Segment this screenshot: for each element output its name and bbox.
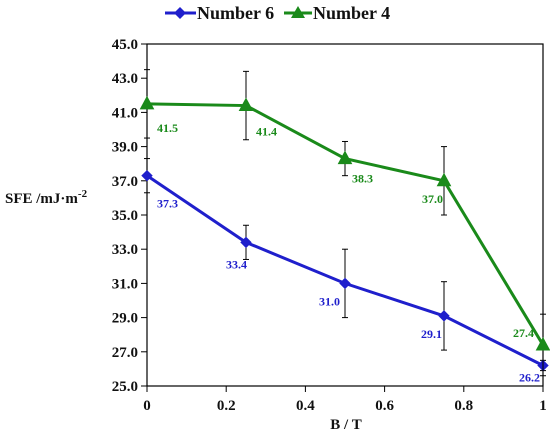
x-tick-label: 0 [143,398,151,414]
y-tick-label: 33.0 [112,242,138,258]
y-tick-label: 45.0 [112,37,138,53]
x-tick-label: 0.6 [375,398,394,414]
data-label: 27.4 [513,326,534,340]
legend-marker-number-6 [174,7,186,19]
y-axis-title: SFE /mJ·m-2 [5,188,88,207]
data-point-marker [438,310,450,322]
data-label: 26.2 [519,370,540,384]
data-point-marker [337,150,353,165]
data-point-marker [339,277,351,290]
data-point-marker [535,336,550,351]
data-label: 29.1 [421,327,442,341]
y-tick-label: 25.0 [112,379,138,395]
data-label: 38.3 [352,172,373,186]
y-tick-label: 43.0 [112,71,138,87]
x-tick-label: 0.8 [454,398,473,414]
legend-label-number-6: Number 6 [197,3,274,23]
y-tick-label: 41.0 [112,105,138,121]
data-point-marker [240,236,252,249]
x-tick-label: 0.2 [217,398,236,414]
x-tick-label: 1 [539,398,547,414]
y-tick-label: 29.0 [112,311,138,327]
data-label: 41.5 [157,121,178,135]
data-point-marker [141,169,153,182]
data-point-marker [238,97,254,112]
legend-label-number-4: Number 4 [313,3,390,23]
data-label: 41.4 [256,125,277,139]
x-tick-label: 0.4 [296,398,315,414]
y-tick-label: 31.0 [112,276,138,292]
data-point-marker [436,172,452,187]
data-label: 37.0 [422,192,443,206]
data-point-marker [139,95,155,110]
axis-titles: SFE /mJ·m-2 B / T [5,188,362,433]
legend-marker-number-4 [291,6,305,18]
x-axis-title: B / T [330,417,361,433]
y-tick-label: 27.0 [112,345,138,361]
y-tick-label: 35.0 [112,208,138,224]
y-tick-label: 39.0 [112,140,138,156]
y-tick-label: 37.0 [112,174,138,190]
legend: Number 6 Number 4 [165,3,390,23]
plot-area: 25.0 27.0 29.0 31.0 33.0 35.0 37.0 39.0 41.0 43.0… [112,37,550,414]
data-label: 37.3 [157,197,178,211]
data-label: 31.0 [319,294,340,308]
data-label: 33.4 [226,257,247,271]
